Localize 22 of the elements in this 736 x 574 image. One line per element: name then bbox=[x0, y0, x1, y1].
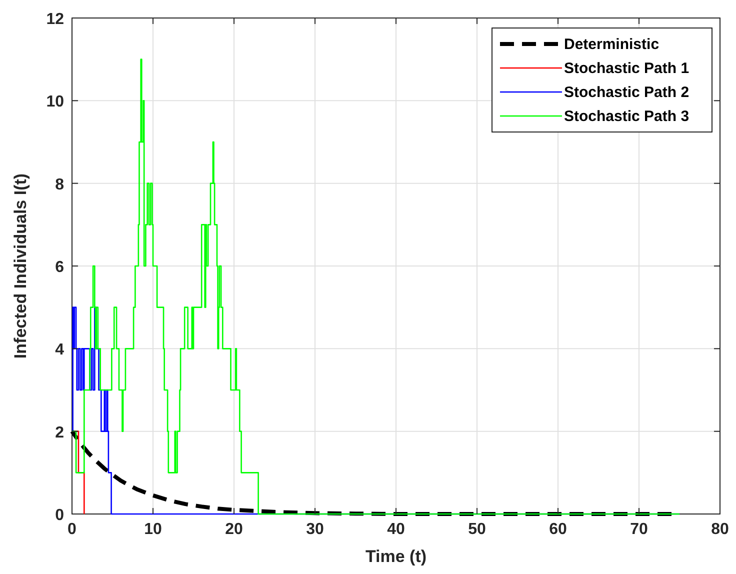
y-tick-label: 0 bbox=[55, 507, 64, 524]
y-axis-title: Infected Individuals I(t) bbox=[11, 173, 30, 359]
x-tick-label: 10 bbox=[144, 521, 162, 538]
y-tick-label: 12 bbox=[46, 11, 64, 28]
x-tick-label: 50 bbox=[468, 521, 486, 538]
legend-label: Deterministic bbox=[564, 36, 660, 53]
x-tick-label: 0 bbox=[68, 521, 77, 538]
y-tick-label: 4 bbox=[55, 342, 64, 359]
legend-label: Stochastic Path 3 bbox=[564, 108, 690, 125]
y-tick-label: 6 bbox=[55, 259, 64, 276]
legend-label: Stochastic Path 2 bbox=[564, 84, 690, 101]
x-tick-label: 80 bbox=[711, 521, 729, 538]
x-tick-label: 70 bbox=[630, 521, 648, 538]
x-tick-label: 20 bbox=[225, 521, 243, 538]
x-tick-label: 30 bbox=[306, 521, 324, 538]
y-tick-label: 10 bbox=[46, 94, 64, 111]
y-tick-label: 8 bbox=[55, 176, 64, 194]
legend-label: Stochastic Path 1 bbox=[564, 60, 690, 77]
y-tick-label: 2 bbox=[55, 424, 64, 442]
x-tick-label: 60 bbox=[549, 521, 567, 538]
x-axis-title: Time (t) bbox=[365, 547, 427, 566]
x-tick-label: 40 bbox=[387, 521, 405, 538]
